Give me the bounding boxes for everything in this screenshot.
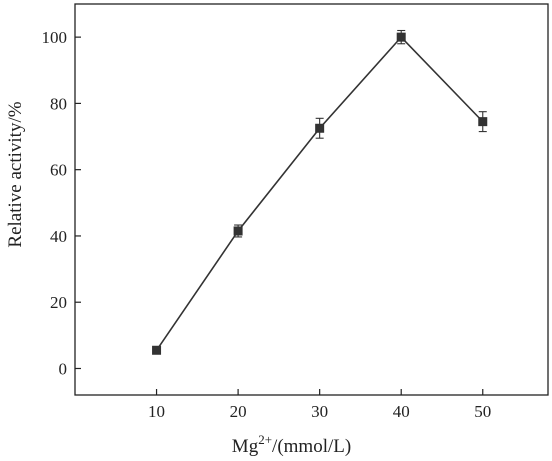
x-axis-label-superscript: 2+ — [258, 432, 272, 447]
y-tick-label: 100 — [42, 28, 68, 47]
x-tick-label: 10 — [148, 402, 165, 421]
data-point-marker — [478, 117, 488, 127]
data-point-marker — [315, 123, 325, 133]
series-line — [155, 35, 484, 351]
x-axis-label-suffix: /(mmol/L) — [272, 436, 351, 457]
data-point-marker — [396, 32, 406, 42]
y-tick-label: 20 — [50, 293, 67, 312]
y-axis-label: Relative activity/% — [5, 101, 26, 247]
x-tick-label: 50 — [474, 402, 491, 421]
x-tick-label: 40 — [393, 402, 410, 421]
y-tick-label: 0 — [59, 359, 68, 378]
plot-frame — [74, 3, 549, 396]
x-axis-label-base: Mg — [232, 436, 259, 457]
x-axis-label: Mg2+/(mmol/L) — [232, 432, 351, 457]
data-point-marker — [152, 345, 162, 355]
x-tick-label: 20 — [230, 402, 247, 421]
y-tick-label: 60 — [50, 161, 67, 180]
y-tick-label: 40 — [50, 227, 67, 246]
data-point-marker — [233, 226, 243, 236]
y-tick-label: 80 — [50, 94, 67, 113]
x-tick-label: 30 — [311, 402, 328, 421]
